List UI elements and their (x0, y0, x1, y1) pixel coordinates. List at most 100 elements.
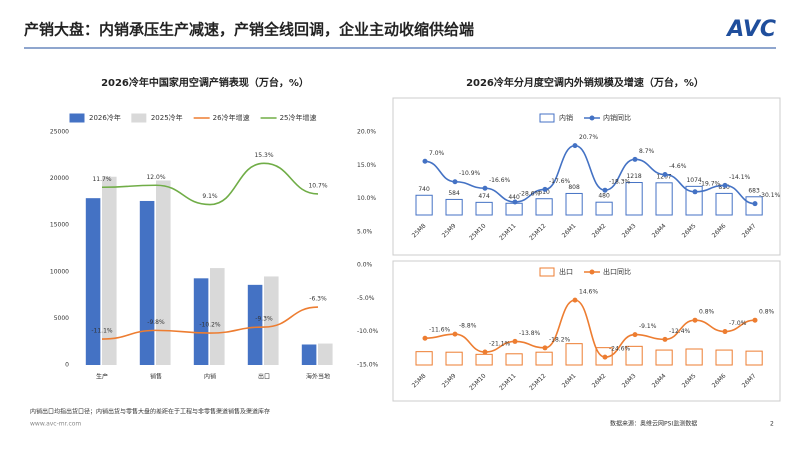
value-label: -14.1% (729, 174, 751, 181)
value-label: -18.2% (549, 336, 571, 343)
y2-tick-label: -15.0% (357, 362, 379, 369)
bar (565, 192, 583, 216)
x-tick-label: 26M7 (741, 222, 758, 239)
x-tick-label: 25M9 (441, 372, 458, 389)
bar (193, 278, 209, 365)
y-tick-label: 10000 (50, 268, 69, 275)
point (482, 185, 488, 191)
bar-label: 610 (538, 189, 550, 196)
x-tick-label: 26M2 (591, 222, 608, 239)
x-tick-label: 26M4 (651, 222, 668, 239)
x-tick-label: 25M9 (441, 222, 458, 239)
x-tick-label: 内销 (204, 373, 216, 381)
bar (715, 192, 733, 216)
bar (505, 202, 523, 216)
bar (685, 348, 703, 366)
point (542, 345, 548, 351)
bar (102, 176, 117, 365)
value-label: 9.1% (202, 193, 218, 200)
bar (535, 198, 553, 216)
x-tick-label: 26M5 (681, 222, 698, 239)
x-tick-label: 25M8 (411, 372, 428, 389)
point (452, 331, 458, 337)
y-tick-label: 20000 (50, 175, 69, 182)
value-label: -7.0% (729, 320, 747, 327)
panel (392, 260, 781, 402)
x-tick-label: 销售 (150, 373, 162, 381)
y2-tick-label: -10.0% (357, 328, 379, 335)
bar (505, 353, 523, 366)
panel (392, 97, 781, 256)
point (722, 329, 728, 335)
point (572, 297, 578, 303)
y2-tick-label: 10.0% (357, 195, 376, 202)
legend-label: 出口 (559, 267, 573, 276)
legend-swatch (539, 113, 555, 123)
point (722, 182, 728, 188)
value-label: -12.4% (669, 328, 691, 335)
bar (535, 351, 553, 366)
legend-dot (589, 115, 595, 121)
bar (655, 182, 673, 216)
point (512, 199, 518, 205)
x-tick-label: 25M10 (468, 372, 488, 392)
bar (655, 349, 673, 366)
source: 数据来源：奥维云网PSI监测数据 (610, 420, 697, 428)
bar (445, 198, 463, 216)
x-tick-label: 26M1 (561, 222, 578, 239)
point (452, 179, 458, 185)
point (482, 349, 488, 355)
logo: AVC (725, 17, 776, 42)
value-label: 7.0% (429, 150, 445, 157)
point (602, 354, 608, 360)
legend-dot (589, 269, 595, 275)
y-tick-label: 25000 (50, 129, 69, 136)
bar (475, 201, 493, 216)
legend-label: 内销 (559, 113, 573, 122)
page-title: 产销大盘：内销承压生产减速，产销全线回调，企业主动收缩供给端 (24, 21, 474, 39)
value-label: 15.3% (254, 152, 273, 159)
legend-label: 25冷年增速 (280, 113, 317, 122)
x-tick-label: 25M12 (528, 372, 548, 392)
value-label: -10.2% (199, 322, 221, 329)
value-label: -13.8% (519, 330, 541, 337)
legend-label: 出口同比 (603, 267, 631, 276)
value-label: -11.6% (429, 327, 451, 334)
x-tick-label: 25M8 (411, 222, 428, 239)
bar (475, 353, 493, 366)
x-tick-label: 26M6 (711, 372, 728, 389)
point (662, 172, 668, 178)
y2-tick-label: 20.0% (357, 129, 376, 136)
bar (210, 268, 225, 365)
bar (715, 349, 733, 366)
bar (318, 343, 333, 365)
line (101, 306, 319, 340)
value-label: 12.0% (146, 174, 165, 181)
bar (415, 351, 433, 366)
bar (264, 276, 279, 365)
bar-label: 808 (568, 184, 580, 191)
value-label: -9.8% (147, 319, 165, 326)
point (572, 143, 578, 149)
point (752, 201, 758, 207)
bar-label: 740 (418, 186, 430, 193)
x-tick-label: 25M12 (528, 222, 548, 242)
point (692, 189, 698, 195)
y2-tick-label: 0.0% (357, 262, 373, 269)
bar (745, 350, 763, 366)
bar (565, 343, 583, 366)
value-label: -9.3% (255, 316, 273, 323)
bar (156, 180, 171, 365)
value-label: -21.1% (489, 341, 511, 348)
value-label: -19.7% (699, 180, 721, 187)
line (101, 162, 319, 206)
bar (139, 200, 155, 365)
y-tick-label: 0 (65, 362, 69, 369)
bar-label: 480 (598, 193, 610, 200)
x-tick-label: 25M11 (498, 222, 518, 242)
x-tick-label: 25M11 (498, 372, 518, 392)
value-label: -10.9% (459, 170, 481, 177)
bar (625, 182, 643, 216)
bar (247, 284, 263, 365)
